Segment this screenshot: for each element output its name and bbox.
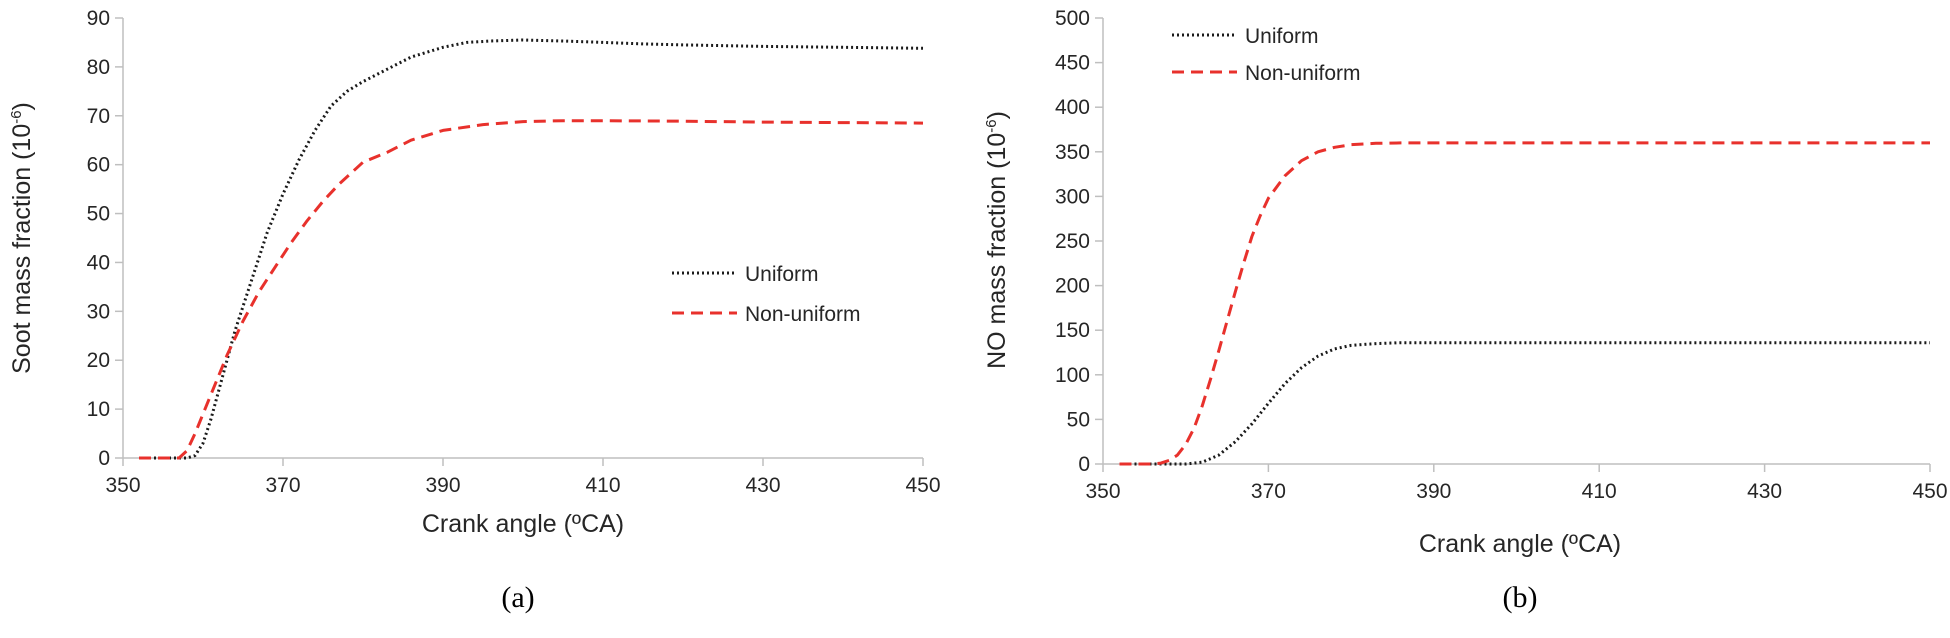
chart-a-y-tick-label: 60 xyxy=(87,154,110,177)
chart-a-y-tick-label: 10 xyxy=(87,398,110,421)
chart-a-x-tick-label: 410 xyxy=(585,474,620,497)
chart-a-y-tick-label: 30 xyxy=(87,300,110,323)
chart-a-legend-label-nonuniform: Non-uniform xyxy=(745,303,861,326)
chart-b-panel-label: (b) xyxy=(1503,581,1538,614)
chart-a-x-tick-label: 450 xyxy=(905,474,940,497)
chart-b-x-tick-label: 390 xyxy=(1416,480,1451,503)
chart-a-series-uniform-line xyxy=(139,38,924,460)
chart-b-x-tick-label: 350 xyxy=(1085,480,1120,503)
chart-b-y-tick-label: 400 xyxy=(1055,96,1090,119)
chart-b-y-axis-title: NO mass fraction (10-6) xyxy=(983,111,1011,369)
chart-b-y-tick-label: 300 xyxy=(1055,185,1090,208)
chart-b-legend: Uniform Non-uniform xyxy=(1172,25,1361,85)
chart-a-x-axis-title: Crank angle (ºCA) xyxy=(422,510,624,538)
chart-b-x-tick-label: 370 xyxy=(1251,480,1286,503)
chart-a-x-tick-label: 390 xyxy=(425,474,460,497)
chart-b-y-tick-label: 500 xyxy=(1055,7,1090,30)
chart-a-series-nonuniform-line xyxy=(139,119,924,460)
chart-b-x-tick-label: 450 xyxy=(1912,480,1947,503)
chart-b-legend-label-uniform: Uniform xyxy=(1245,25,1319,48)
chart-a-series xyxy=(139,38,924,460)
chart-b-y-tick-label: 450 xyxy=(1055,52,1090,75)
chart-b-y-tick-label: 200 xyxy=(1055,275,1090,298)
chart-b-x-tick-label: 430 xyxy=(1747,480,1782,503)
chart-a-x-tick-label: 430 xyxy=(745,474,780,497)
chart-b-series xyxy=(1119,141,1930,466)
chart-a-y-tick-label: 50 xyxy=(87,203,110,226)
chart-a: 0 10 20 30 40 50 60 70 80 90 350 370 390 410 430 450 C… xyxy=(8,7,941,614)
chart-a-y-tick-label: 70 xyxy=(87,105,110,128)
chart-b-y-tick-label: 50 xyxy=(1067,408,1090,431)
chart-b-x-ticks: 350 370 390 410 430 450 xyxy=(1085,464,1948,503)
chart-a-x-tick-label: 370 xyxy=(265,474,300,497)
chart-b-x-tick-label: 410 xyxy=(1582,480,1617,503)
chart-b-y-tick-label: 150 xyxy=(1055,319,1090,342)
chart-b-x-axis-title: Crank angle (ºCA) xyxy=(1419,530,1621,558)
chart-a-x-tick-label: 350 xyxy=(105,474,140,497)
chart-b-y-tick-label: 350 xyxy=(1055,141,1090,164)
chart-a-y-tick-label: 20 xyxy=(87,349,110,372)
chart-a-y-tick-label: 80 xyxy=(87,56,110,79)
chart-b-y-ticks: 0 50 100 150 200 250 300 350 400 450 500 xyxy=(1055,7,1103,476)
chart-b-y-tick-label: 250 xyxy=(1055,230,1090,253)
chart-b-y-tick-label: 100 xyxy=(1055,364,1090,387)
chart-b-y-tick-label: 0 xyxy=(1078,453,1090,476)
chart-a-panel-label: (a) xyxy=(501,581,534,614)
chart-a-y-axis-title: Soot mass fraction (10-6) xyxy=(8,102,36,374)
chart-a-y-tick-label: 40 xyxy=(87,251,110,274)
chart-a-y-ticks: 0 10 20 30 40 50 60 70 80 90 xyxy=(87,7,123,470)
chart-a-y-tick-label: 90 xyxy=(87,7,110,30)
chart-a-y-tick-label: 0 xyxy=(98,447,110,470)
chart-a-legend-label-uniform: Uniform xyxy=(745,263,819,286)
chart-b: 0 50 100 150 200 250 300 350 400 450 500 350 370 390… xyxy=(983,7,1948,614)
chart-a-x-ticks: 350 370 390 410 430 450 xyxy=(105,458,941,497)
chart-b-legend-label-nonuniform: Non-uniform xyxy=(1245,62,1361,85)
chart-b-series-nonuniform-line xyxy=(1119,141,1930,466)
chart-b-series-uniform-line xyxy=(1119,341,1930,466)
chart-a-legend: Uniform Non-uniform xyxy=(672,263,861,326)
